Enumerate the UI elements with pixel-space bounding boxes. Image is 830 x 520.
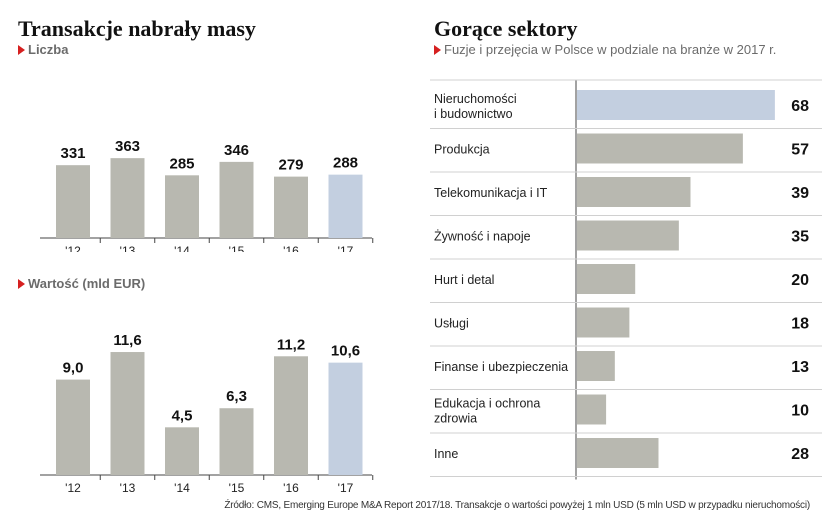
bar-value-label: 4,5 <box>172 407 193 424</box>
bar-value-label: 10 <box>791 403 809 420</box>
category-label: zdrowia <box>434 412 477 426</box>
bar-value-label: 20 <box>791 272 809 289</box>
x-tick-label: '15 <box>229 244 245 252</box>
bar-value-label: 10,6 <box>331 343 360 360</box>
bar-value-label: 331 <box>60 145 85 162</box>
category-label: Usługi <box>434 317 469 331</box>
count-label: Liczba <box>28 42 69 57</box>
bar <box>110 352 145 475</box>
bar-value-label: 9,0 <box>63 360 84 377</box>
x-tick-label: '12 <box>65 481 81 492</box>
bar <box>219 161 254 238</box>
category-label: Produkcja <box>434 143 490 157</box>
source-note: Źródło: CMS, Emerging Europe M&A Report … <box>224 500 810 511</box>
bar-value-label: 288 <box>333 155 358 172</box>
bar-value-label: 346 <box>224 142 249 159</box>
category-label: Nieruchomości <box>434 92 517 106</box>
bar-value-label: 35 <box>791 229 809 246</box>
triangle-marker-icon <box>18 279 25 289</box>
bar <box>165 175 199 238</box>
right-subtitle: Fuzje i przejęcia w Polsce w podziale na… <box>434 42 776 57</box>
count-subtitle: Liczba <box>18 42 68 57</box>
bar-value-label: 279 <box>278 157 303 174</box>
category-label: Edukacja i ochrona <box>434 397 540 411</box>
bar <box>110 158 145 238</box>
category-label: Inne <box>434 447 458 461</box>
bar <box>577 351 615 381</box>
bar <box>577 394 607 425</box>
triangle-marker-icon <box>434 45 441 55</box>
right-subtitle-text: Fuzje i przejęcia w Polsce w podziale na… <box>444 42 777 57</box>
bar-value-label: 363 <box>115 138 140 155</box>
bar-value-label: 13 <box>791 359 809 376</box>
x-tick-label: '15 <box>229 481 245 492</box>
bar <box>577 220 679 251</box>
value-subtitle: Wartość (mld EUR) <box>18 276 145 291</box>
right-title: Gorące sektory <box>434 16 578 41</box>
x-tick-label: '12 <box>65 244 81 252</box>
x-tick-label: '16 <box>283 244 299 252</box>
bar-value-label: 28 <box>791 446 809 463</box>
x-tick-label: '17 <box>338 244 354 252</box>
bar <box>577 438 659 468</box>
bar <box>577 90 775 120</box>
bar-value-label: 285 <box>169 155 194 172</box>
bar <box>219 408 254 475</box>
bar <box>577 264 636 294</box>
category-label: Telekomunikacja i IT <box>434 186 548 200</box>
bar-value-label: 68 <box>791 98 809 115</box>
x-tick-label: '13 <box>120 481 136 492</box>
triangle-marker-icon <box>18 45 25 55</box>
bar <box>577 307 630 338</box>
value-label: Wartość (mld EUR) <box>28 276 146 291</box>
x-tick-label: '14 <box>174 244 190 252</box>
category-label: Hurt i detal <box>434 273 494 287</box>
bar-value-label: 11,6 <box>113 332 141 349</box>
bar <box>328 174 363 238</box>
bar-value-label: 57 <box>791 142 809 159</box>
bar-value-label: 6,3 <box>226 388 247 405</box>
bar <box>328 362 363 475</box>
bar <box>577 133 743 164</box>
bar <box>274 176 308 238</box>
x-tick-label: '16 <box>283 481 299 492</box>
bar-value-label: 11,2 <box>277 336 305 353</box>
category-label: Żywność i napoje <box>434 230 531 244</box>
x-tick-label: '17 <box>338 481 354 492</box>
count-chart: 331 '12 363 '13 285 '14 346 '15 279 '16 288 '17 <box>40 138 374 252</box>
bar <box>274 356 308 475</box>
bar-value-label: 39 <box>791 185 809 202</box>
bar <box>165 427 199 475</box>
bar <box>577 177 691 207</box>
left-title: Transakcje nabrały masy <box>18 16 256 41</box>
bar <box>56 165 90 238</box>
category-label: i budownictwo <box>434 107 513 121</box>
x-tick-label: '13 <box>120 244 136 252</box>
bar <box>56 379 90 475</box>
category-label: Finanse i ubezpieczenia <box>434 360 568 374</box>
bar-value-label: 18 <box>791 316 809 333</box>
x-tick-label: '14 <box>174 481 190 492</box>
value-chart: 9,0 '12 11,6 '13 4,5 '14 6,3 '15 11,2 '16 10,6 '17 <box>40 332 374 492</box>
